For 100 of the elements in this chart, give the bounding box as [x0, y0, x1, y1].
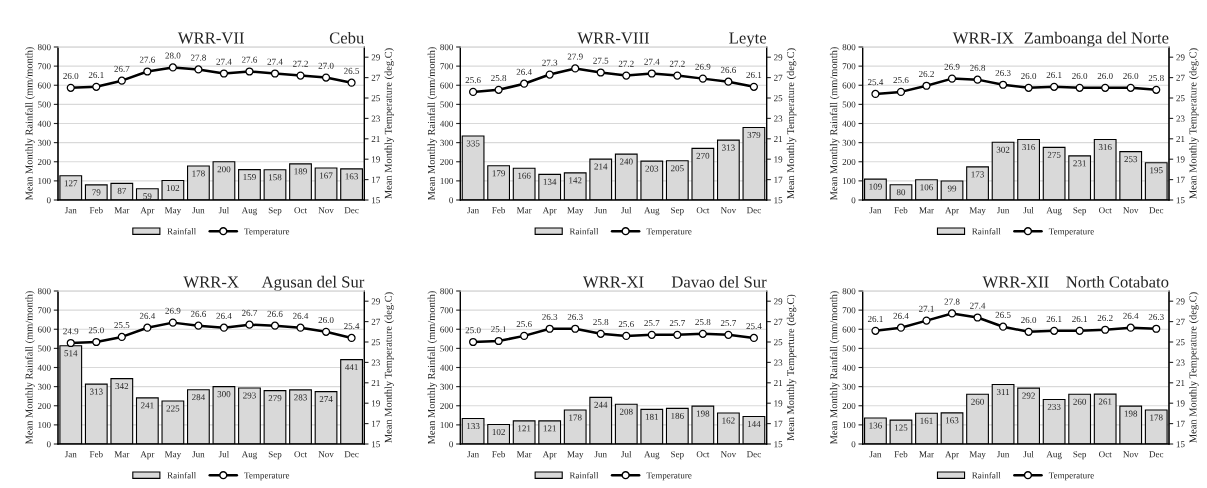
y2-tick-label: 25 — [371, 339, 380, 346]
data-label: 284 — [192, 394, 206, 401]
point — [871, 326, 880, 335]
x-tick-label: Aug — [241, 207, 258, 216]
point — [1024, 83, 1033, 92]
y-tick-label: 200 — [842, 158, 856, 165]
y-tick-label: 700 — [38, 307, 51, 314]
y-tick-label: 0 — [851, 441, 856, 448]
data-label: 27.4 — [267, 58, 283, 65]
x-tick-label: Feb — [894, 450, 908, 458]
y-tick-label: 0 — [449, 197, 454, 204]
point — [973, 75, 982, 84]
data-label: 253 — [1124, 156, 1138, 163]
data-label: 292 — [1022, 392, 1035, 399]
legend-label: Rainfall — [972, 471, 1001, 479]
y-tick-label: 100 — [440, 422, 454, 429]
data-label: 179 — [492, 170, 506, 177]
x-tick-label: Apr — [140, 207, 155, 216]
x-tick-label: Sep — [1073, 207, 1087, 216]
data-label: 26.4 — [1123, 312, 1139, 319]
data-label: 158 — [269, 174, 282, 181]
data-label: 27.2 — [669, 60, 685, 67]
y2-tick-label: 23 — [371, 115, 380, 122]
y-tick-label: 800 — [842, 44, 856, 51]
point — [219, 323, 229, 332]
data-label: 26.0 — [1123, 72, 1139, 80]
point — [571, 64, 580, 73]
x-tick-label: Nov — [1123, 451, 1139, 458]
y2-tick-label: 19 — [1176, 400, 1185, 407]
data-label: 27.4 — [216, 58, 232, 65]
point — [673, 71, 682, 80]
data-label: 270 — [696, 152, 710, 159]
point — [1126, 83, 1135, 92]
chart-title: WRR-VIII — [577, 32, 650, 44]
data-label: 25.7 — [644, 320, 660, 327]
point — [622, 71, 631, 80]
x-tick-label: May — [969, 451, 986, 460]
chart-title: WRR-IX — [952, 32, 1014, 44]
data-label: 441 — [344, 364, 358, 371]
x-tick-label: Jul — [621, 206, 632, 214]
data-label: 25.8 — [491, 74, 507, 82]
point — [469, 87, 478, 96]
y2-tick-label: 29 — [1176, 298, 1185, 305]
x-tick-label: Oct — [1099, 207, 1112, 214]
point — [622, 331, 631, 340]
data-label: 161 — [920, 417, 933, 424]
y-tick-label: 700 — [38, 63, 51, 70]
y-tick-label: 800 — [37, 288, 51, 295]
y2-tick-label: 25 — [1176, 95, 1185, 102]
x-tick-label: Jul — [1023, 450, 1034, 458]
y-tick-label: 400 — [842, 364, 856, 371]
point — [724, 330, 733, 339]
point — [973, 313, 982, 322]
data-label: 25.6 — [465, 77, 481, 84]
y-tick-label: 0 — [46, 197, 51, 204]
data-label: 198 — [696, 410, 710, 417]
data-label: 127 — [64, 180, 78, 187]
y-tick-label: 100 — [38, 422, 51, 429]
data-label: 166 — [518, 172, 531, 179]
x-tick-label: Jul — [621, 450, 632, 458]
data-label: 195 — [1150, 167, 1163, 174]
y-tick-label: 400 — [37, 364, 51, 371]
data-label: 27.9 — [567, 53, 583, 60]
x-tick-label: Aug — [241, 451, 258, 460]
x-tick-label: Aug — [644, 451, 660, 460]
data-label: 25.0 — [465, 327, 481, 334]
data-label: 26.1 — [867, 315, 883, 323]
data-label: 26.0 — [1021, 72, 1037, 80]
data-label: 178 — [1150, 414, 1163, 421]
point — [749, 333, 759, 343]
data-label: 26.1 — [1046, 71, 1062, 79]
point — [871, 89, 880, 99]
point — [647, 330, 656, 339]
data-label: 26.7 — [114, 65, 130, 72]
y2-tick-label: 19 — [774, 400, 783, 407]
data-label: 25.8 — [695, 318, 711, 326]
point — [321, 73, 331, 82]
point — [296, 323, 305, 332]
data-label: 26.0 — [1097, 72, 1113, 80]
x-tick-label: Apr — [945, 451, 959, 460]
point — [1101, 83, 1110, 92]
y2-tick-label: 29 — [774, 298, 783, 305]
data-label: 25.4 — [344, 323, 360, 330]
y2-tick-label: 19 — [372, 400, 380, 407]
y-tick-label: 400 — [842, 120, 856, 127]
data-label: 125 — [894, 424, 908, 431]
y-axis-title: Mean Monthly Rainfall (mm/month) — [829, 47, 840, 201]
data-label: 200 — [217, 166, 231, 173]
x-tick-label: Mar — [919, 207, 934, 214]
point — [947, 309, 957, 318]
x-tick-label: Mar — [516, 207, 532, 214]
y2-tick-label: 15 — [372, 441, 380, 448]
data-label: 26.3 — [1148, 313, 1164, 320]
point — [896, 323, 906, 332]
point — [494, 336, 503, 346]
x-tick-label: Jun — [996, 451, 1010, 458]
y-axis-title: Mean Monthly Rainfall (mm/month) — [427, 47, 438, 201]
data-label: 106 — [920, 184, 933, 191]
y-tick-label: 600 — [440, 82, 454, 89]
y2-axis-title: Mean Monthly Temperture (deg.C) — [786, 294, 797, 441]
